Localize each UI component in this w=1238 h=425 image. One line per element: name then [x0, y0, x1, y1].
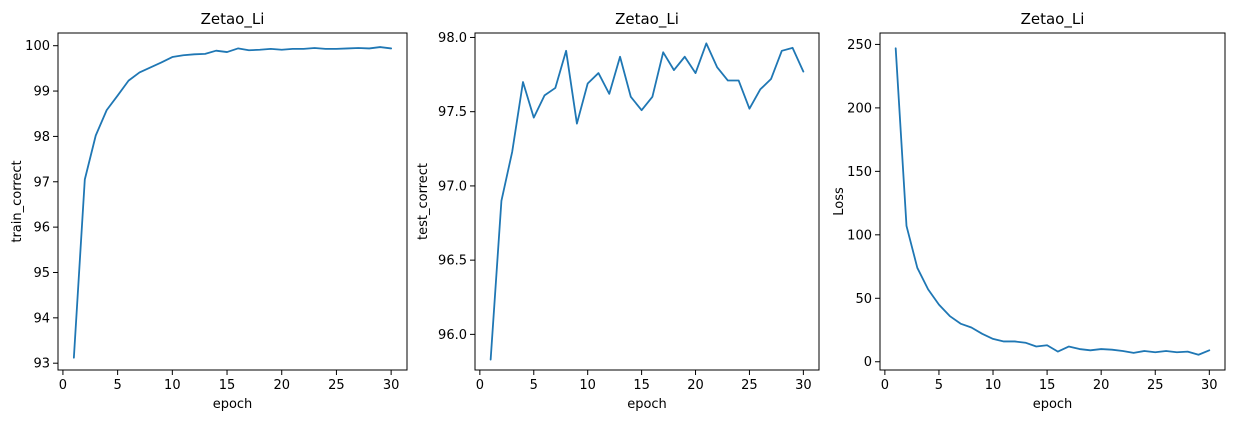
y-axis-label: train_correct [10, 160, 25, 242]
y-axis-label: Loss [832, 187, 847, 216]
x-tick-label: 20 [273, 378, 290, 393]
x-tick-label: 5 [530, 378, 538, 393]
y-tick-label: 98 [33, 130, 50, 145]
y-tick-label: 97 [33, 175, 50, 190]
x-tick-label: 25 [328, 378, 345, 393]
y-tick-label: 95 [33, 266, 50, 281]
x-axis-label: epoch [213, 397, 253, 412]
x-tick-label: 25 [1147, 378, 1164, 393]
y-tick-label: 100 [847, 228, 872, 243]
y-axis-label: test_correct [416, 163, 431, 240]
plot-frame [879, 32, 1226, 371]
x-tick-label: 30 [1201, 378, 1218, 393]
x-axis-label: epoch [1033, 397, 1073, 412]
y-tick-label: 200 [847, 101, 872, 116]
plot-frame [57, 32, 408, 371]
x-tick-label: 25 [741, 378, 758, 393]
x-tick-label: 15 [633, 378, 650, 393]
x-tick-label: 0 [59, 378, 67, 393]
x-tick-label: 20 [687, 378, 704, 393]
y-tick-label: 99 [33, 85, 50, 100]
x-tick-label: 15 [1039, 378, 1056, 393]
x-tick-label: 0 [476, 378, 484, 393]
x-tick-label: 15 [219, 378, 236, 393]
y-tick-label: 97.5 [438, 105, 467, 120]
chart-panel-1: Zetao_Li 0 5 10 15 20 25 30 93 94 95 96 97 98 99 100 epo… [10, 10, 408, 412]
x-tick-label: 5 [935, 378, 943, 393]
y-tick-label: 0 [864, 355, 872, 370]
x-tick-label: 20 [1093, 378, 1110, 393]
x-tick-label: 10 [579, 378, 596, 393]
y-tick-label: 96.0 [438, 328, 467, 343]
y-tick-label: 150 [847, 165, 872, 180]
chart-panel-3: Zetao_Li 0 5 10 15 20 25 30 0 50 100 150 200 250 epoch… [832, 10, 1226, 412]
chart-panel-2: Zetao_Li 0 5 10 15 20 25 30 96.0 96.5 97.0 97.5 98.0… [416, 10, 820, 412]
plot-frame [474, 32, 820, 371]
x-tick-label: 5 [113, 378, 121, 393]
x-tick-label: 30 [383, 378, 400, 393]
chart-title: Zetao_Li [1021, 10, 1085, 29]
y-tick-label: 93 [33, 357, 50, 372]
x-tick-label: 0 [881, 378, 889, 393]
y-tick-label: 250 [847, 38, 872, 53]
x-tick-label: 10 [985, 378, 1002, 393]
y-tick-label: 97.0 [438, 179, 467, 194]
y-tick-label: 98.0 [438, 31, 467, 46]
x-tick-label: 10 [164, 378, 181, 393]
chart-title: Zetao_Li [201, 10, 265, 29]
series-line-1 [894, 47, 1211, 356]
y-tick-label: 50 [855, 292, 872, 307]
y-tick-label: 94 [33, 311, 50, 326]
x-axis-label: epoch [627, 397, 667, 412]
y-tick-label: 100 [25, 39, 50, 54]
chart-title: Zetao_Li [615, 10, 679, 29]
series-line-1 [489, 42, 805, 361]
series-line-1 [72, 46, 393, 359]
y-tick-label: 96.5 [438, 254, 467, 269]
x-tick-label: 30 [795, 378, 812, 393]
y-tick-label: 96 [33, 221, 50, 236]
